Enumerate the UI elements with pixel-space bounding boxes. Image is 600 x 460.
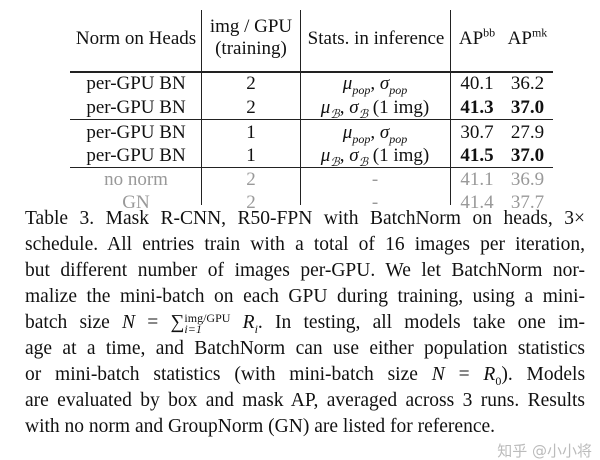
- cell-norm: per-GPU BN: [86, 122, 186, 143]
- cell-norm: per-GPU BN: [86, 145, 186, 166]
- caption-line: age at a time, and BatchNorm can use eit…: [25, 338, 585, 359]
- header-ap-bb: APbb: [458, 25, 496, 49]
- cell-img-gpu: 2: [246, 73, 256, 94]
- cell-ap-bb: 40.1: [460, 73, 494, 94]
- cell-ap-mk: 27.9: [510, 122, 545, 143]
- cell-stats: μpop, σpop: [342, 122, 408, 146]
- cell-stats: μpop, σpop: [342, 73, 408, 97]
- header-ap-mk: APmk: [507, 25, 548, 49]
- cell-stats: -: [371, 192, 379, 213]
- cell-img-gpu: 2: [246, 97, 256, 118]
- col-divider-1: [201, 10, 202, 205]
- caption-line: malize the mini-batch on each GPU during…: [25, 286, 585, 307]
- cell-ap-bb: 41.5: [460, 145, 494, 166]
- cell-ap-bb: 41.3: [460, 97, 494, 118]
- col-divider-3: [450, 10, 451, 205]
- header-rule: [70, 71, 553, 73]
- table-row: per-GPU BN 2 μpop, σpop 40.1 36.2: [70, 72, 553, 97]
- cell-ap-mk: 37.7: [510, 192, 545, 213]
- caption-line: batch size N = ∑ img/GPU i=1 Ri. In testin…: [25, 310, 586, 336]
- col-divider-2: [300, 10, 301, 205]
- caption-line: but different number of images per-GPU. …: [25, 260, 585, 281]
- table-row: per-GPU BN 2 μℬ, σℬ (1 img) 41.3 37.0: [70, 96, 553, 121]
- table-caption: Table 3. Mask R-CNN, R50-FPN with BatchN…: [25, 206, 585, 440]
- table-row: GN 2 - 41.4 37.7: [70, 191, 553, 214]
- cell-ap-bb: 30.7: [460, 122, 494, 143]
- cell-stats: μℬ, σℬ (1 img): [320, 145, 430, 169]
- cell-img-gpu: 2: [246, 192, 256, 213]
- cell-img-gpu: 2: [246, 169, 256, 190]
- table-row: per-GPU BN 1 μpop, σpop 30.7 27.9: [70, 121, 553, 146]
- header-stats: Stats. in inference: [307, 28, 445, 49]
- cell-stats: μℬ, σℬ (1 img): [320, 97, 430, 121]
- group-rule-2: [70, 167, 553, 168]
- caption-line: with no norm and GroupNorm (GN) are list…: [25, 416, 495, 437]
- header-norm: Norm on Heads: [75, 28, 197, 49]
- caption-line: schedule. All entries train with a total…: [25, 234, 585, 255]
- cell-ap-mk: 37.0: [510, 97, 545, 118]
- table-row: per-GPU BN 1 μℬ, σℬ (1 img) 41.5 37.0: [70, 144, 553, 169]
- cell-img-gpu: 1: [246, 145, 256, 166]
- caption-line: or mini-batch statistics (with mini-batc…: [25, 364, 586, 388]
- cell-norm: per-GPU BN: [86, 97, 186, 118]
- cell-ap-mk: 36.2: [510, 73, 545, 94]
- cell-img-gpu: 1: [246, 122, 256, 143]
- cell-norm: per-GPU BN: [86, 73, 186, 94]
- caption-line: are evaluated by box and mask AP, averag…: [25, 390, 585, 411]
- cell-norm: GN: [122, 192, 150, 213]
- table-row: no norm 2 - 41.1 36.9: [70, 168, 553, 191]
- caption-line: Table 3. Mask R-CNN, R50-FPN with BatchN…: [25, 208, 585, 229]
- cell-stats: -: [371, 169, 379, 190]
- group-rule-1: [70, 119, 553, 120]
- cell-ap-mk: 36.9: [510, 169, 545, 190]
- cell-ap-bb: 41.1: [460, 169, 494, 190]
- header-img-gpu: img / GPU (training): [209, 16, 293, 59]
- watermark: 知乎 @小小将: [497, 442, 592, 460]
- cell-norm: no norm: [104, 169, 168, 190]
- cell-ap-bb: 41.4: [460, 192, 494, 213]
- cell-ap-mk: 37.0: [510, 145, 545, 166]
